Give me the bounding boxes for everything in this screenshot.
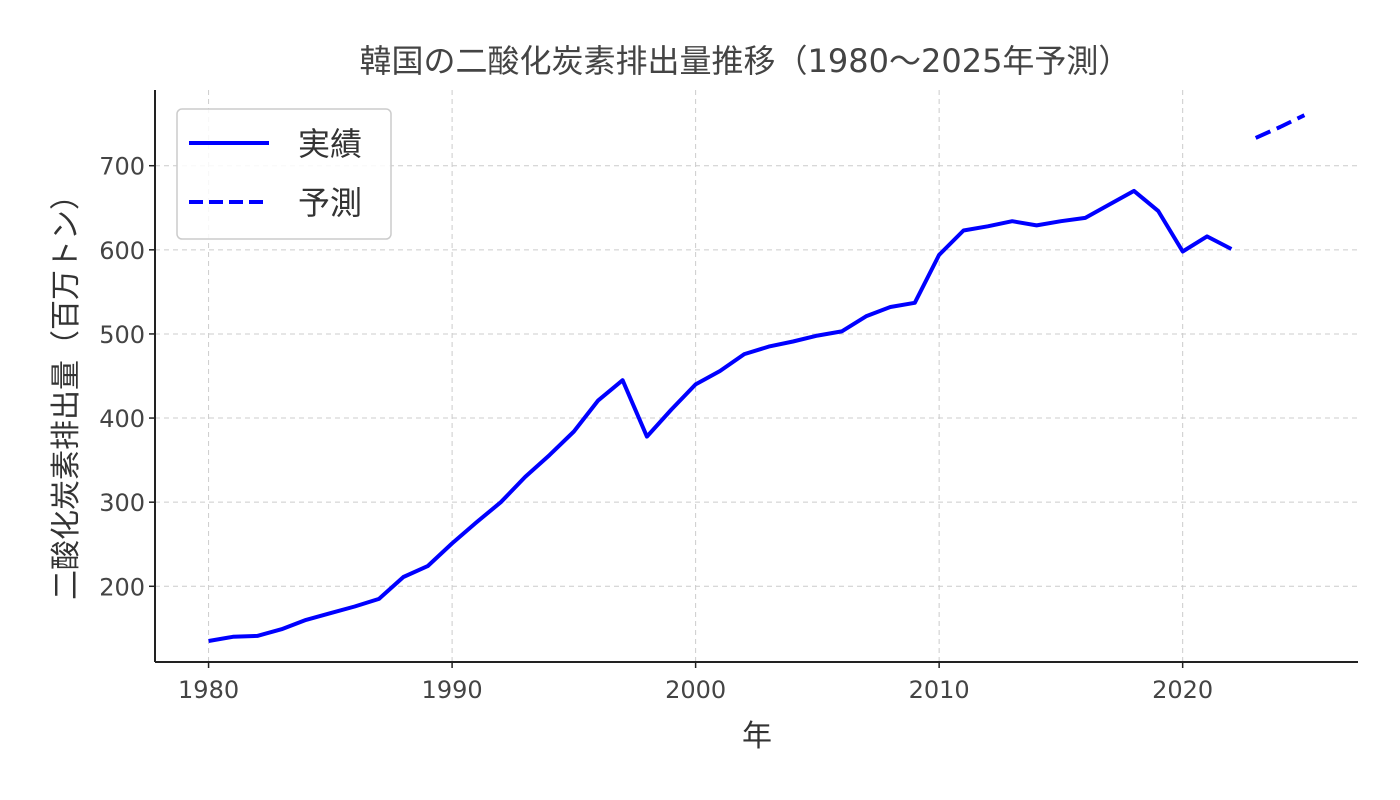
plot-area bbox=[208, 113, 1306, 643]
legend-label-forecast: 予測 bbox=[298, 184, 362, 222]
x-axis-title: 年 bbox=[742, 719, 772, 754]
legend-label-actual: 実績 bbox=[298, 125, 362, 163]
x-tick-label: 1980 bbox=[178, 676, 239, 704]
x-tick-label: 1990 bbox=[422, 676, 483, 704]
y-tick-label: 400 bbox=[99, 405, 145, 433]
series-line-forecast bbox=[1254, 113, 1306, 140]
y-tick-label: 500 bbox=[99, 321, 145, 349]
x-tick-label: 2000 bbox=[665, 676, 726, 704]
legend: 実績 予測 bbox=[176, 108, 392, 240]
x-tick-label: 2020 bbox=[1152, 676, 1213, 704]
x-tick-label: 2010 bbox=[909, 676, 970, 704]
y-tick-label: 700 bbox=[99, 153, 145, 181]
y-tick-label: 200 bbox=[99, 573, 145, 601]
y-axis-title: 二酸化炭素排出量（百万トン） bbox=[49, 180, 84, 600]
y-tick-label: 300 bbox=[99, 489, 145, 517]
tick-labels: 1980 1990 2000 2010 2020 200 300 400 500 600 700 bbox=[99, 153, 1213, 704]
chart-title: 韓国の二酸化炭素排出量推移（1980〜2025年予測） bbox=[360, 42, 1131, 80]
y-tick-label: 600 bbox=[99, 237, 145, 265]
axes bbox=[149, 90, 1358, 668]
series-line-actual bbox=[208, 188, 1233, 643]
